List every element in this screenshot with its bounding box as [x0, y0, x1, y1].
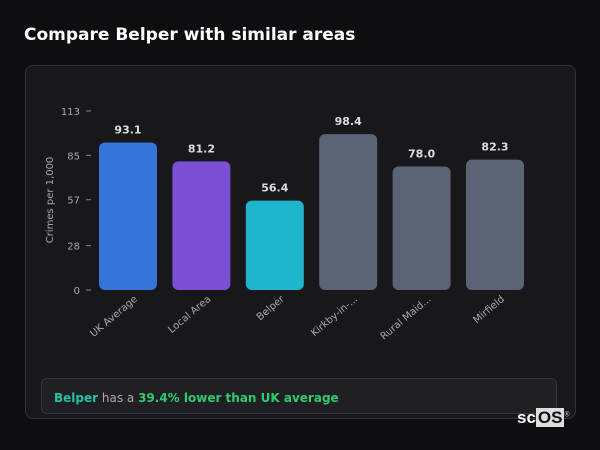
page-title: Compare Belper with similar areas [24, 25, 356, 45]
x-tick-label: Mirfield [471, 294, 506, 326]
bar [245, 200, 304, 290]
bar [99, 142, 157, 290]
x-tick-label: UK Average [88, 294, 140, 340]
x-tick-label: Belper [255, 293, 288, 323]
bar [466, 159, 524, 290]
bar [319, 134, 378, 290]
data-label: 93.1 [114, 124, 141, 137]
bar [392, 166, 451, 290]
x-tick-label: Rural Maid... [379, 294, 434, 343]
y-axis-label: Crimes per 1,000 [45, 157, 56, 244]
data-label: 81.2 [188, 142, 215, 155]
summary-text: has a [98, 391, 139, 405]
y-tick-label: 85 [67, 151, 80, 162]
data-label: 82.3 [481, 141, 508, 154]
y-tick-label: 113 [61, 107, 80, 118]
y-tick-label: 57 [67, 196, 80, 207]
summary-area: Belper [54, 391, 99, 405]
summary-box: Belper has a 39.4% lower than UK average [41, 378, 557, 414]
bar [172, 161, 231, 290]
y-tick-label: 0 [74, 286, 80, 297]
data-label: 98.4 [335, 115, 362, 128]
summary-comparison: 39.4% lower than UK average [138, 391, 339, 405]
x-tick-label: Local Area [166, 294, 213, 336]
scos-logo: sc OS ® [517, 408, 570, 427]
data-label: 56.4 [261, 182, 288, 195]
y-tick-label: 28 [67, 242, 80, 253]
data-label: 78.0 [408, 147, 435, 160]
x-tick-label: Kirkby-in-... [309, 294, 360, 339]
